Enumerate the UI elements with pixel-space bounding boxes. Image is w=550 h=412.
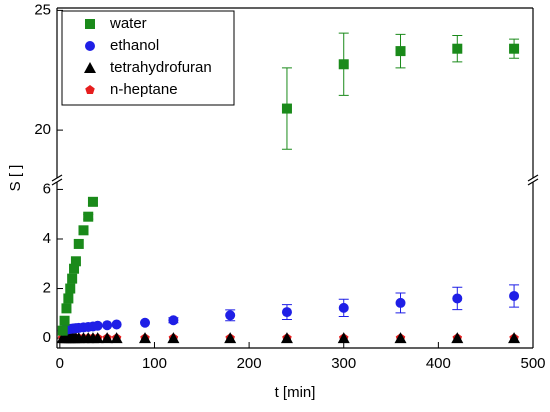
marker — [281, 103, 292, 114]
marker — [225, 310, 236, 321]
marker — [61, 303, 72, 314]
y-axis-label: S [ ] — [7, 165, 24, 192]
marker — [59, 315, 70, 326]
marker — [338, 302, 349, 313]
marker — [63, 293, 74, 304]
marker — [102, 320, 113, 331]
x-axis-label: t [min] — [275, 384, 316, 401]
legend-label: ethanol — [110, 37, 159, 54]
legend-label: water — [109, 15, 147, 32]
axis-break — [51, 174, 63, 182]
marker — [83, 211, 94, 222]
marker — [509, 290, 520, 301]
marker — [111, 319, 122, 330]
y-tick-label: 0 — [43, 329, 51, 346]
marker — [65, 283, 76, 294]
marker — [73, 238, 84, 249]
axis-break — [527, 174, 539, 182]
marker — [85, 19, 95, 29]
marker — [168, 315, 179, 326]
axis-break — [51, 178, 63, 186]
marker — [140, 317, 151, 328]
y-tick-label: 2 — [43, 280, 51, 297]
y-tick-label: 20 — [34, 121, 51, 138]
x-tick-label: 200 — [237, 355, 262, 372]
marker — [452, 43, 463, 54]
marker — [452, 293, 463, 304]
marker — [224, 332, 237, 344]
legend-label: tetrahydrofuran — [110, 59, 212, 76]
marker — [85, 41, 95, 51]
marker — [91, 332, 104, 344]
marker — [78, 225, 89, 236]
marker — [280, 332, 293, 344]
y-tick-label: 4 — [43, 230, 51, 247]
x-tick-label: 0 — [56, 355, 64, 372]
marker — [57, 325, 68, 336]
marker — [509, 43, 520, 54]
marker — [87, 196, 98, 207]
marker — [139, 332, 152, 344]
marker — [395, 297, 406, 308]
marker — [337, 332, 350, 344]
marker — [92, 320, 103, 331]
marker — [84, 62, 96, 73]
marker — [167, 332, 180, 344]
marker — [110, 332, 123, 344]
x-tick-label: 100 — [142, 355, 167, 372]
marker — [281, 307, 292, 318]
axis-break — [527, 178, 539, 186]
x-tick-label: 400 — [426, 355, 451, 372]
marker — [395, 46, 406, 57]
marker — [508, 332, 521, 344]
y-tick-label: 6 — [43, 180, 51, 197]
marker — [69, 263, 80, 274]
marker — [101, 332, 114, 344]
x-tick-label: 300 — [331, 355, 356, 372]
marker — [85, 85, 95, 95]
marker — [394, 332, 407, 344]
marker — [451, 332, 464, 344]
x-tick-label: 500 — [520, 355, 545, 372]
marker — [70, 256, 81, 267]
legend-label: n-heptane — [110, 81, 178, 98]
y-tick-label: 25 — [34, 1, 51, 18]
marker — [67, 273, 78, 284]
marker — [338, 59, 349, 70]
